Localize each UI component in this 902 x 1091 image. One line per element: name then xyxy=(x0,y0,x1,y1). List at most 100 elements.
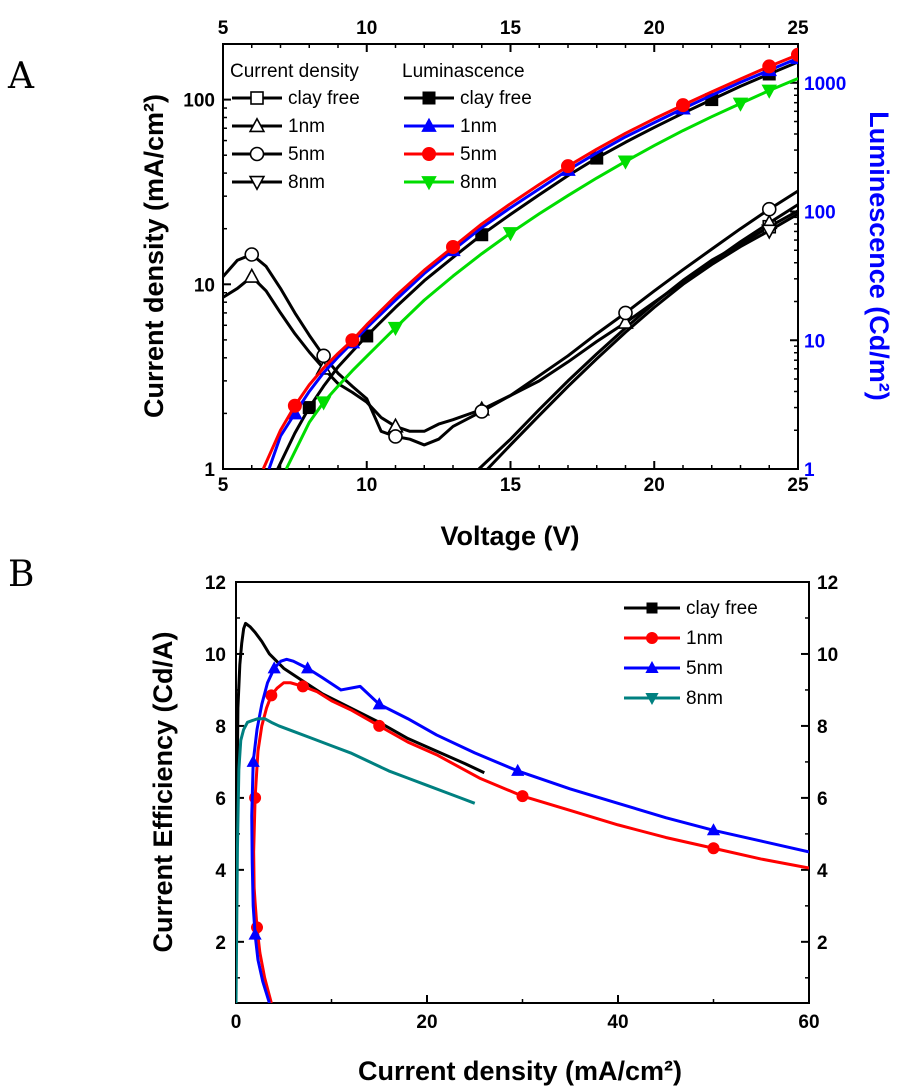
b-point-5nm xyxy=(246,754,260,767)
a-legend-marker xyxy=(421,176,437,191)
a-legend-marker xyxy=(248,117,266,133)
panel-b: B 0 20 40 60 2 2 4 4 6 6 8 8 10 10 12 12 clay free 1nm 5n… xyxy=(8,554,838,1086)
a-y-left-tick-label: 10 xyxy=(194,275,215,296)
panel-b-y-axis-title: Current Efficiency (Cd/A) xyxy=(148,631,178,952)
b-y-left-tick-label: 4 xyxy=(215,861,226,882)
b-point-1nm xyxy=(373,719,386,732)
b-point-1nm xyxy=(265,689,278,702)
b-y-right-tick-label: 8 xyxy=(817,717,828,738)
a-point-current-density-1nm xyxy=(243,267,261,283)
a-point-luminescence-5nm xyxy=(446,240,460,255)
a-series-line-current-density-8nm xyxy=(486,212,798,469)
a-point-luminescence-5nm xyxy=(791,47,798,62)
a-legend-label: 8nm xyxy=(460,172,497,193)
a-point-luminescence-8nm xyxy=(387,321,404,337)
panel-b-series xyxy=(236,621,809,1003)
b-legend-label: 1nm xyxy=(686,628,723,649)
a-legend-label: clay free xyxy=(460,88,532,109)
b-series-line-clay-free xyxy=(236,621,485,906)
a-series-current-density-8nm xyxy=(486,212,798,469)
a-point-current-density-1nm xyxy=(617,313,634,329)
a-legend-label: 8nm xyxy=(288,172,325,193)
a-series-line-current-density-1nm xyxy=(223,203,798,433)
b-legend-label: 8nm xyxy=(686,688,723,709)
b-point-1nm xyxy=(707,842,720,855)
panel-b-x-axis-title: Current density (mA/cm²) xyxy=(358,1056,682,1086)
a-series-line-luminescence-clay-free xyxy=(276,60,798,469)
a-point-luminescence-5nm xyxy=(676,98,690,113)
b-series-clay-free xyxy=(236,621,485,906)
a-x-tick-label-top: 25 xyxy=(787,18,809,39)
a-point-luminescence-5nm xyxy=(287,398,302,413)
a-legend-marker xyxy=(250,91,264,105)
a-series-luminescence-clay-free xyxy=(276,60,798,469)
b-point-5nm xyxy=(511,763,525,776)
b-y-left-tick-label: 12 xyxy=(205,573,226,594)
a-y-right-tick-label: 1000 xyxy=(804,74,846,95)
b-y-right-tick-label: 4 xyxy=(817,861,828,882)
b-y-left-tick-label: 6 xyxy=(215,789,226,810)
a-x-tick-label-top: 15 xyxy=(500,18,522,39)
a-x-tick-label-top: 5 xyxy=(218,18,229,39)
panel-a-right-axis-title: Luminescence (Cd/m²) xyxy=(864,111,894,401)
a-legend-label: 1nm xyxy=(288,116,325,137)
b-legend-label: 5nm xyxy=(686,658,723,679)
panel-b-axes: 0 20 40 60 2 2 4 4 6 6 8 8 10 10 12 12 xyxy=(205,573,838,1033)
a-legend-label: clay free xyxy=(288,88,360,109)
b-point-5nm xyxy=(372,697,386,710)
b-x-tick-label: 20 xyxy=(416,1012,437,1033)
a-point-current-density-5nm xyxy=(316,348,331,364)
b-y-right-tick-label: 10 xyxy=(817,645,838,666)
a-x-tick-label-bottom: 25 xyxy=(787,475,809,496)
a-point-current-density-5nm xyxy=(618,305,633,321)
a-point-luminescence-clay-free xyxy=(302,401,316,415)
a-legend-heading: Luminascence xyxy=(402,61,525,82)
a-point-luminescence-5nm xyxy=(561,159,575,174)
a-legend-label: 5nm xyxy=(288,144,325,165)
b-series-5nm xyxy=(246,657,809,1003)
panel-b-label: B xyxy=(8,554,34,595)
panel-a-x-axis-title: Voltage (V) xyxy=(440,521,579,551)
a-legend-label: 1nm xyxy=(460,116,497,137)
b-y-left-tick-label: 10 xyxy=(205,645,226,666)
a-point-luminescence-8nm xyxy=(502,227,519,242)
b-x-tick-label: 0 xyxy=(231,1012,242,1033)
a-y-right-tick-label: 1 xyxy=(804,460,815,481)
a-point-current-density-8nm xyxy=(760,224,778,240)
a-series-luminescence-8nm xyxy=(284,77,798,469)
a-x-tick-label-bottom: 15 xyxy=(500,475,522,496)
a-point-current-density-5nm xyxy=(388,429,403,444)
b-point-5nm xyxy=(706,823,721,836)
panel-a-left-axis-title: Current density (mA/cm²) xyxy=(139,94,169,418)
b-x-tick-label: 40 xyxy=(607,1012,628,1033)
b-x-tick-label: 60 xyxy=(798,1012,819,1033)
a-legend-marker xyxy=(422,91,436,105)
a-point-luminescence-5nm xyxy=(345,333,360,348)
a-x-tick-label-top: 10 xyxy=(356,18,377,39)
b-series-line-8nm xyxy=(236,717,476,1003)
a-legend-label: 5nm xyxy=(460,144,497,165)
a-legend-marker xyxy=(248,175,266,191)
panel-a-legend: Current density clay free 1nm 5nm 8nm Luminas… xyxy=(230,61,532,193)
a-x-tick-label-bottom: 5 xyxy=(218,475,229,496)
b-y-right-tick-label: 6 xyxy=(817,789,828,810)
a-y-right-tick-label: 10 xyxy=(804,331,825,352)
b-point-5nm xyxy=(267,661,281,674)
b-point-1nm xyxy=(296,680,309,693)
a-point-current-density-5nm xyxy=(244,247,260,262)
b-y-left-tick-label: 8 xyxy=(215,717,226,738)
b-point-5nm xyxy=(248,927,262,940)
b-point-5nm xyxy=(301,661,315,674)
a-point-current-density-5nm xyxy=(761,201,777,217)
a-point-luminescence-8nm xyxy=(315,396,332,411)
b-legend-marker xyxy=(646,632,658,644)
a-series-current-density-5nm xyxy=(223,189,798,447)
b-legend-marker xyxy=(646,602,658,614)
panel-a-series xyxy=(223,47,798,469)
b-series-line-5nm xyxy=(250,657,809,1003)
b-series-line-1nm xyxy=(252,681,809,1003)
b-series-8nm xyxy=(236,717,476,1003)
